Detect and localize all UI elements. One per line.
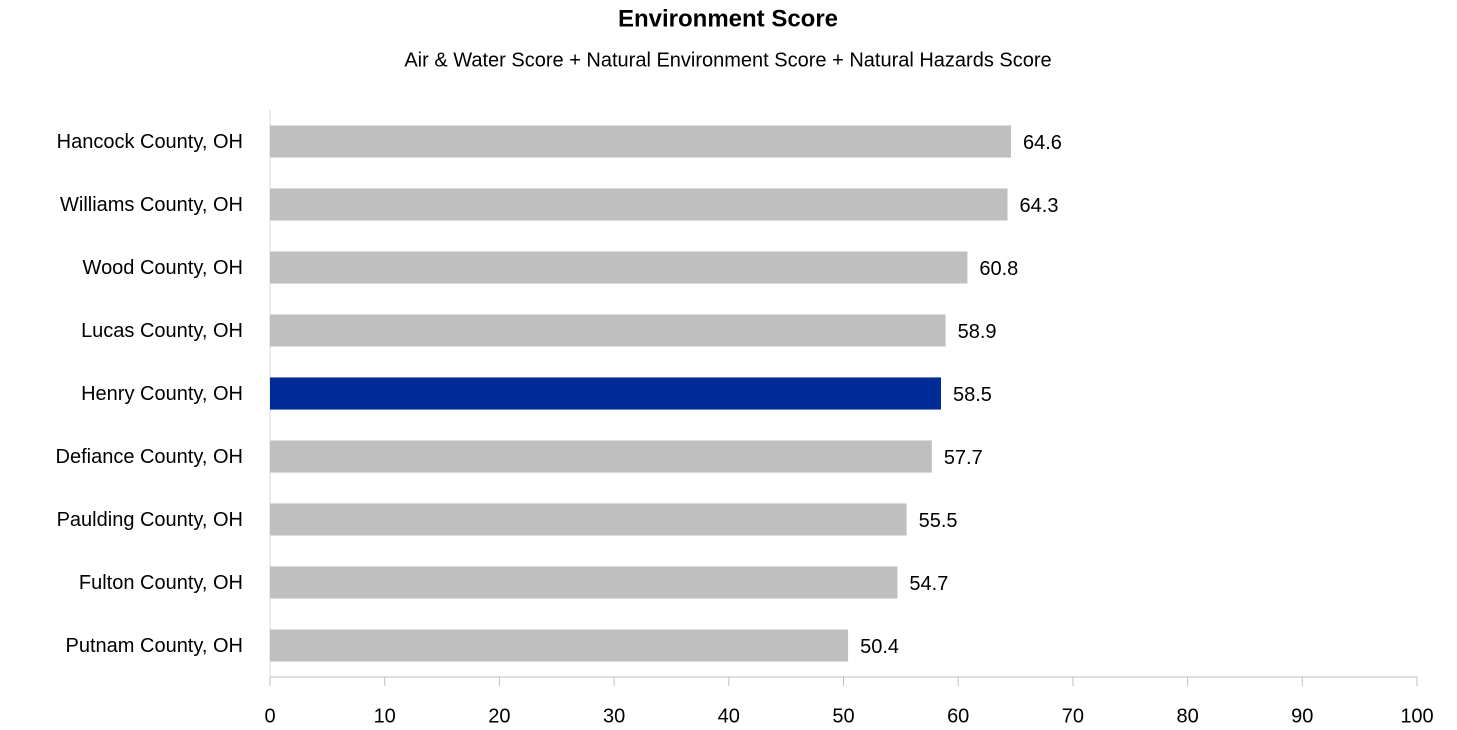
chart-title: Environment Score	[618, 5, 838, 32]
bar	[270, 377, 941, 410]
x-tick-label: 60	[947, 705, 969, 727]
data-label: 60.8	[979, 258, 1018, 280]
x-tick-label: 70	[1062, 705, 1084, 727]
bar	[270, 251, 968, 284]
y-tick-label: Paulding County, OH	[57, 509, 243, 531]
x-tick-label: 10	[374, 705, 396, 727]
bar	[270, 440, 932, 473]
data-label: 50.4	[860, 636, 899, 658]
x-tick-label: 0	[264, 705, 275, 727]
y-tick-label: Putnam County, OH	[66, 635, 243, 657]
bar	[270, 188, 1008, 221]
y-tick-label: Wood County, OH	[83, 257, 243, 279]
x-tick-label: 100	[1400, 705, 1433, 727]
data-label: 64.3	[1020, 195, 1059, 217]
chart-subtitle: Air & Water Score + Natural Environment …	[404, 49, 1051, 71]
x-tick-label: 20	[488, 705, 510, 727]
bar	[270, 503, 907, 536]
x-tick-label: 40	[718, 705, 740, 727]
bar	[270, 125, 1011, 158]
data-label: 57.7	[944, 447, 983, 469]
y-tick-label: Hancock County, OH	[57, 131, 243, 153]
bar	[270, 314, 946, 347]
x-tick-label: 80	[1176, 705, 1198, 727]
data-label: 55.5	[919, 510, 958, 532]
data-label: 54.7	[909, 573, 948, 595]
data-label: 64.6	[1023, 132, 1062, 154]
data-label: 58.9	[958, 321, 997, 343]
y-tick-label: Defiance County, OH	[56, 446, 244, 468]
y-tick-label: Williams County, OH	[60, 194, 243, 216]
data-label: 58.5	[953, 384, 992, 406]
y-tick-label: Fulton County, OH	[79, 572, 243, 594]
bar	[270, 629, 849, 662]
x-tick-label: 30	[603, 705, 625, 727]
bar	[270, 566, 898, 599]
x-tick-label: 50	[832, 705, 854, 727]
y-tick-label: Henry County, OH	[81, 383, 243, 405]
y-tick-label: Lucas County, OH	[81, 320, 243, 342]
x-tick-label: 90	[1291, 705, 1313, 727]
